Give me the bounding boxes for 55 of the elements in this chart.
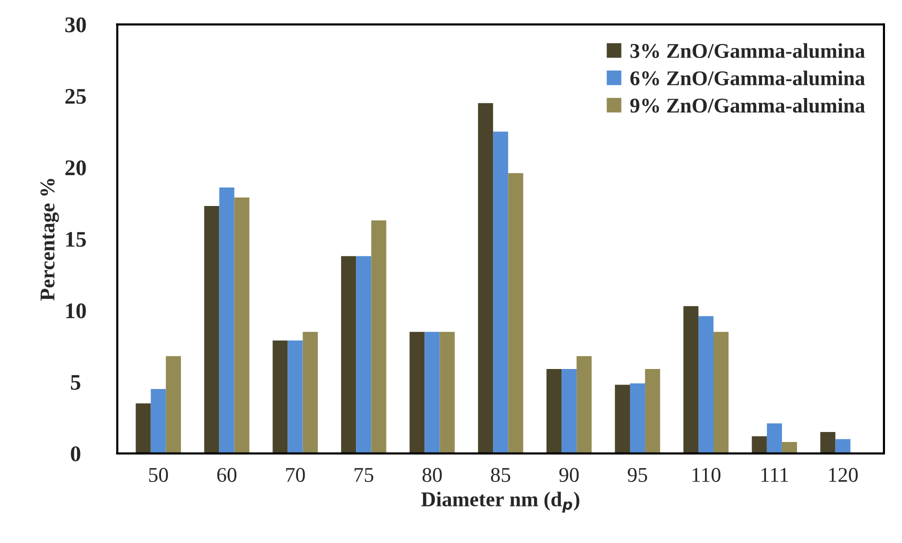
x-tick-label: 80 [422,468,442,482]
x-tick-label: 60 [217,468,236,482]
bar [508,173,524,454]
legend-label: 3% ZnO/Gamma-alumina [630,43,865,58]
x-axis-title: Diameter nm (d$_{p}$) [421,492,580,513]
bar [272,340,288,454]
bar [546,369,562,454]
bar [752,436,767,454]
bar [562,369,577,454]
bar [576,356,592,454]
x-tick-label: 70 [286,468,305,482]
x-tick-label: 110 [692,468,720,482]
bar [234,197,250,454]
x-tick-label: 50 [149,468,168,482]
bar [478,103,494,454]
y-tick-label: 10 [66,303,86,318]
legend-label: 6% ZnO/Gamma-alumina [630,70,865,86]
bar [424,332,440,454]
bar [714,332,729,454]
bar [493,132,508,454]
bar [440,332,455,454]
x-tick-label: 90 [559,468,579,482]
y-tick-label: 20 [65,160,86,176]
bar [302,332,318,454]
bar [341,256,356,454]
y-tick-label: 15 [66,232,86,247]
x-tick-label: 75 [354,468,374,482]
bar [614,384,630,454]
x-tick-label: 111 [761,468,788,482]
bar [204,206,220,454]
bar [645,369,660,454]
bar [219,187,234,454]
y-axis-title: Percentage % [40,178,59,301]
y-tick-label: 25 [65,88,86,104]
bar [150,389,166,454]
bar [630,383,646,454]
y-tick-label: 0 [70,446,80,462]
bar [766,423,782,454]
bar [356,256,372,454]
x-tick-label: 95 [628,468,648,482]
bar [683,306,698,454]
x-tick-label: 85 [490,468,510,482]
bar [410,332,425,454]
bar [835,439,850,454]
bar [288,340,303,454]
y-tick-label: 5 [70,375,80,390]
bar [136,403,151,454]
bar [782,442,798,454]
legend-label: 9% ZnO/Gamma-alumina [630,98,865,113]
bar [698,316,714,454]
bar [166,356,181,454]
y-tick-label: 30 [65,17,86,32]
bar [371,220,386,454]
bar [820,432,836,454]
x-tick-label: 120 [829,468,858,482]
